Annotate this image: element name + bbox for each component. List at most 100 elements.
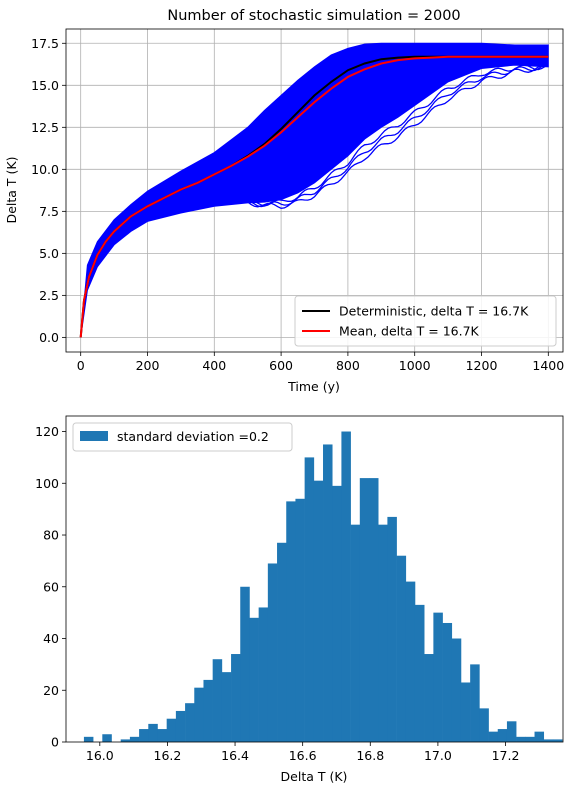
- histogram-bar: [295, 498, 305, 742]
- axes-frame: [65, 28, 564, 353]
- histogram-bar: [120, 739, 131, 742]
- histogram-bar: [350, 524, 361, 742]
- y-tick-label: 12.5: [31, 120, 59, 135]
- histogram-bar: [221, 672, 232, 742]
- histogram-bar: [451, 638, 462, 742]
- histogram-bar: [387, 516, 397, 742]
- histogram-bar: [129, 736, 140, 742]
- histogram-bar: [359, 478, 370, 742]
- legend-label-mean: Mean, delta T = 16.7K: [339, 324, 480, 339]
- y-tick-label: 0.0: [39, 330, 59, 345]
- histogram-bar: [249, 617, 259, 742]
- histogram-bar: [212, 659, 223, 742]
- histogram-bar: [194, 687, 204, 742]
- histogram-bar: [83, 736, 94, 742]
- histogram-bar: [433, 612, 443, 742]
- plot-area: [79, 42, 549, 338]
- histogram-bar: [323, 444, 333, 742]
- x-tick-label: 16.8: [356, 748, 384, 763]
- x-tick-label: 0: [77, 358, 85, 373]
- histogram-bar: [148, 723, 158, 742]
- histogram-bar: [378, 524, 388, 742]
- x-tick-label: 800: [336, 358, 360, 373]
- y-tick-label: 10.0: [31, 162, 59, 177]
- legend-box: [72, 422, 293, 452]
- histogram-bar: [231, 654, 241, 742]
- histogram-bar: [277, 542, 287, 742]
- histogram-bar: [341, 431, 351, 742]
- y-tick-label: 0: [51, 735, 59, 750]
- x-axis-label: Delta T (K): [281, 769, 348, 784]
- histogram-bar: [525, 736, 535, 742]
- histogram-bar: [488, 731, 499, 742]
- x-tick-label: 16.0: [86, 748, 114, 763]
- histogram-bar: [479, 708, 489, 742]
- histogram-bar: [157, 729, 167, 742]
- legend-label-deterministic: Deterministic, delta T = 16.7K: [339, 304, 529, 319]
- x-tick-label: 16.4: [221, 748, 249, 763]
- y-tick-label: 2.5: [39, 288, 59, 303]
- histogram-bar: [396, 555, 407, 742]
- y-tick-label: 40: [43, 631, 59, 646]
- histogram-bar: [166, 718, 177, 742]
- y-tick-label: 7.5: [39, 204, 59, 219]
- y-tick-label: 15.0: [31, 78, 59, 93]
- x-tick-label: 17.2: [492, 748, 520, 763]
- histogram-bar: [414, 604, 425, 742]
- histogram-bar: [543, 739, 554, 742]
- histogram-bar: [424, 654, 434, 742]
- histogram-bar: [470, 664, 480, 742]
- histogram-bar: [516, 736, 526, 742]
- histogram-bar: [506, 721, 517, 742]
- histogram-bar: [369, 478, 379, 742]
- x-tick-label: 400: [202, 358, 226, 373]
- legend-swatch-histogram: [80, 431, 108, 441]
- y-tick-label: 17.5: [31, 36, 59, 51]
- chart-title: Number of stochastic simulation = 2000: [167, 8, 460, 24]
- x-tick-label: 600: [269, 358, 293, 373]
- histogram-bar: [552, 739, 563, 742]
- histogram-bar: [332, 485, 342, 742]
- chart-histogram: 16.0 16.2 16.4 16.6 16.8 17.0 17.2 0 20 40 60 80 10…: [35, 415, 564, 784]
- x-tick-label: 1000: [399, 358, 431, 373]
- y-tick-label: 100: [35, 476, 59, 491]
- y-ticks: 0.0 2.5 5.0 7.5 10.0 12.5 15.0 17.5: [31, 36, 66, 345]
- histogram-bar: [304, 457, 315, 742]
- legend-box: [294, 295, 557, 347]
- y-tick-label: 60: [43, 579, 59, 594]
- axes-frame: [65, 415, 564, 743]
- histogram-bar: [497, 729, 508, 742]
- x-tick-label: 16.6: [289, 748, 317, 763]
- y-tick-label: 20: [43, 683, 59, 698]
- y-ticks: 0 20 40 60 80 100 120: [35, 424, 66, 750]
- x-tick-label: 1400: [532, 358, 564, 373]
- ensemble-trajectory-1: [247, 63, 549, 208]
- histogram-bar: [313, 480, 324, 742]
- legend-label-histogram: standard deviation =0.2: [117, 429, 269, 444]
- legend: Deterministic, delta T = 16.7K Mean, del…: [294, 295, 557, 347]
- histogram-bar: [442, 622, 453, 742]
- y-axis-label: Delta T (K): [4, 157, 19, 224]
- legend: standard deviation =0.2: [72, 422, 293, 452]
- histogram-bar: [286, 501, 296, 742]
- histogram-bar: [175, 710, 186, 742]
- x-tick-label: 1200: [466, 358, 498, 373]
- y-tick-label: 80: [43, 528, 59, 543]
- x-axis-label: Time (y): [287, 379, 340, 394]
- x-tick-label: 16.2: [154, 748, 182, 763]
- x-tick-label: 200: [136, 358, 160, 373]
- chart-time-series: 0 200 400 600 800 1000 1200 1400 0.0 2.5 5.0 7.5 10…: [4, 8, 564, 394]
- histogram-bar: [139, 729, 149, 742]
- y-tick-label: 120: [35, 424, 59, 439]
- ensemble-trajectory-2: [247, 64, 549, 209]
- series-line-mean: [79, 55, 549, 338]
- histogram-bar: [460, 682, 471, 742]
- histogram-bar: [534, 731, 545, 742]
- histogram-bar: [102, 734, 112, 742]
- x-ticks: 0 200 400 600 800 1000 1200 1400: [77, 352, 564, 373]
- histogram-bar: [203, 679, 213, 742]
- histogram-bar: [405, 581, 416, 742]
- y-tick-label: 5.0: [39, 246, 59, 261]
- ensemble-lines: [247, 63, 549, 209]
